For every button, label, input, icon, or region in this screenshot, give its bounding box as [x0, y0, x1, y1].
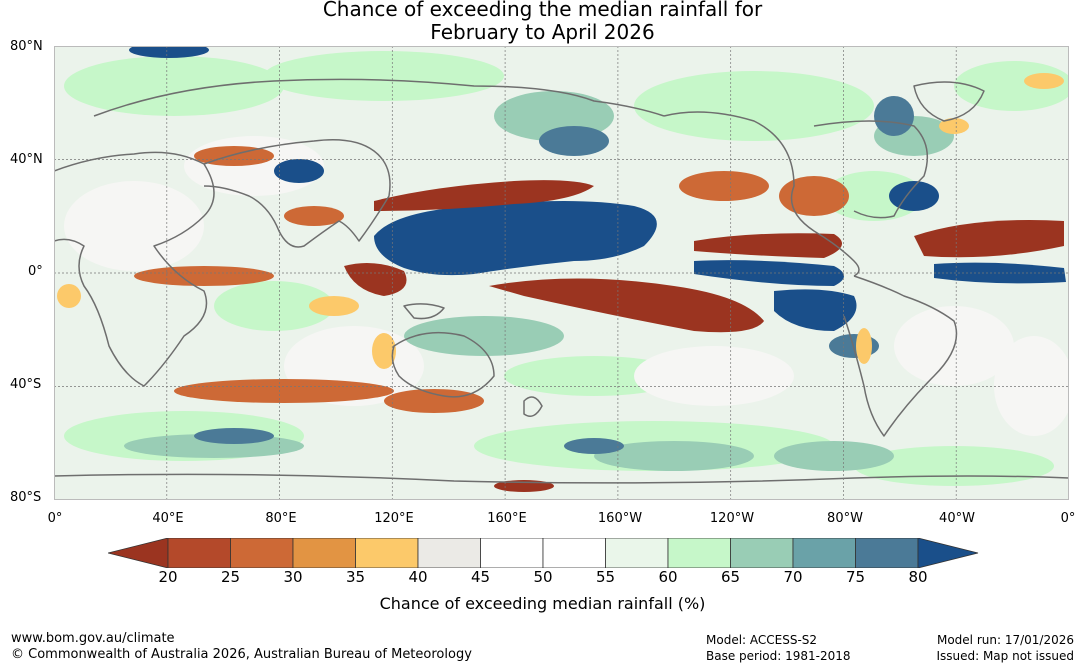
africa-europe-coast [54, 151, 215, 387]
teal-regions [124, 91, 954, 471]
cb-tick-65: 65 [720, 568, 741, 586]
australia-coast [391, 331, 495, 398]
footer-issued: Issued: Map not issued [936, 649, 1074, 663]
colorbar-bin [292, 538, 356, 568]
colorbar-label: Chance of exceeding median rainfall (%) [379, 594, 706, 613]
title-line-2: February to April 2026 [430, 20, 655, 44]
colorbar-bin [355, 538, 419, 568]
title-line-1: Chance of exceeding the median rainfall … [322, 0, 763, 21]
colorbar-bin [167, 538, 231, 568]
colorbar-bin [605, 538, 669, 568]
lon-label-120w: 120°W [709, 511, 755, 526]
cb-tick-80: 80 [908, 568, 928, 586]
lat-label-40n: 40°N [10, 152, 43, 167]
lon-label-120e: 120°E [374, 511, 414, 526]
colorbar-bin [792, 538, 856, 568]
lon-label-40w: 40°W [939, 511, 975, 526]
cb-tick-55: 55 [595, 568, 616, 586]
arctic-asia-coast [93, 78, 665, 117]
lat-label-40s: 40°S [10, 377, 42, 392]
lon-label-80e: 80°E [265, 511, 297, 526]
footer-url[interactable]: www.bom.gov.au/climate [11, 631, 175, 646]
lon-label-160e: 160°E [487, 511, 527, 526]
lat-label-80s: 80°S [10, 490, 42, 505]
yellow-regions [57, 73, 1064, 369]
lon-label-160w: 160°W [597, 511, 643, 526]
mid-blue-regions [194, 96, 914, 454]
footer-copyright: © Commonwealth of Australia 2026, Austra… [11, 647, 472, 662]
cb-tick-35: 35 [345, 568, 366, 586]
cb-tick-20: 20 [158, 568, 178, 586]
antarctica-coast [54, 473, 1069, 484]
map-frame [54, 46, 1069, 500]
south-america-coast [843, 275, 958, 437]
map-title: Chance of exceeding the median rainfall … [0, 0, 1085, 44]
cb-tick-45: 45 [470, 568, 491, 586]
cb-tick-70: 70 [783, 568, 803, 586]
colorbar-arrow-low [108, 538, 169, 568]
north-america-east-coast [813, 120, 929, 219]
colorbar-bin [417, 538, 481, 568]
cb-tick-40: 40 [408, 568, 428, 586]
new-zealand-coast [523, 396, 543, 417]
colorbar-bin [855, 538, 919, 568]
lat-label-0: 0° [28, 264, 43, 279]
cb-tick-60: 60 [658, 568, 678, 586]
north-america-west-coast [663, 111, 860, 277]
colorbar-bin [730, 538, 794, 568]
footer-model-run: Model run: 17/01/2026 [936, 633, 1074, 647]
colorbar [108, 538, 979, 568]
dry-regions [344, 180, 1064, 492]
asia-coast [203, 139, 391, 248]
rainfall-map [54, 46, 1069, 500]
colorbar-bin [230, 538, 294, 568]
lon-label-80w: 80°W [827, 511, 863, 526]
colorbar-bin [542, 538, 606, 568]
cb-tick-75: 75 [845, 568, 866, 586]
cb-tick-25: 25 [220, 568, 241, 586]
neutral-regions [64, 136, 1069, 436]
lon-label-0-right: 0° [1060, 511, 1076, 526]
colorbar-bin [667, 538, 731, 568]
coastlines [54, 78, 1069, 484]
colorbar-arrow-high [917, 538, 979, 568]
footer-base-period: Base period: 1981-2018 [706, 649, 851, 663]
cb-tick-50: 50 [533, 568, 553, 586]
lat-label-80n: 80°N [10, 39, 43, 54]
indonesia-coast [403, 303, 445, 320]
footer-model: Model: ACCESS-S2 [706, 633, 818, 647]
graticule [54, 46, 1069, 500]
colorbar-bin [480, 538, 544, 568]
greenland-coast [913, 81, 985, 122]
lon-label-40e: 40°E [152, 511, 184, 526]
lon-label-0-left: 0° [47, 511, 63, 526]
cb-tick-30: 30 [283, 568, 303, 586]
